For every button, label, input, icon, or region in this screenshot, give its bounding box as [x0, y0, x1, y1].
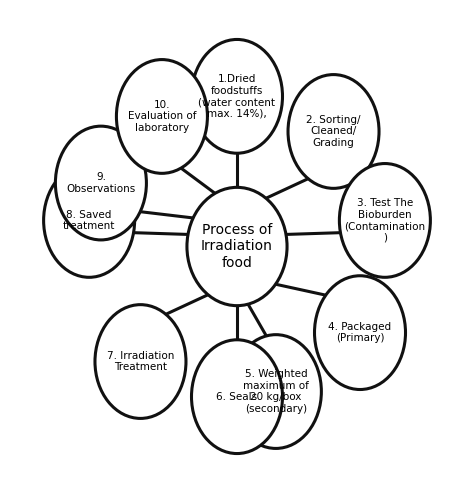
Text: Process of
Irradiation
food: Process of Irradiation food — [201, 223, 273, 270]
Text: 7. Irradiation
Treatment: 7. Irradiation Treatment — [107, 351, 174, 372]
Text: 10.
Evaluation of
laboratory: 10. Evaluation of laboratory — [128, 100, 196, 133]
Ellipse shape — [55, 126, 146, 240]
Ellipse shape — [191, 39, 283, 153]
Ellipse shape — [230, 335, 321, 449]
Ellipse shape — [187, 187, 287, 306]
Ellipse shape — [117, 60, 208, 174]
Text: 6. Seals: 6. Seals — [217, 391, 257, 402]
Text: 2. Sorting/
Cleaned/
Grading: 2. Sorting/ Cleaned/ Grading — [306, 115, 361, 148]
Text: 8. Saved
treatment: 8. Saved treatment — [63, 210, 115, 231]
Text: 5. Weighted
maximum of
20 kg/box
(secondary): 5. Weighted maximum of 20 kg/box (second… — [243, 369, 309, 414]
Text: 3. Test The
Bioburden
(Contamination
): 3. Test The Bioburden (Contamination ) — [344, 198, 426, 243]
Ellipse shape — [191, 340, 283, 454]
Ellipse shape — [95, 305, 186, 419]
Ellipse shape — [288, 74, 379, 188]
Ellipse shape — [44, 164, 135, 277]
Text: 4. Packaged
(Primary): 4. Packaged (Primary) — [328, 322, 392, 344]
Text: 1.Dried
foodstuffs
(water content
max. 14%),: 1.Dried foodstuffs (water content max. 1… — [199, 74, 275, 119]
Text: 9.
Observations: 9. Observations — [66, 172, 136, 194]
Ellipse shape — [339, 164, 430, 277]
Ellipse shape — [315, 276, 406, 389]
